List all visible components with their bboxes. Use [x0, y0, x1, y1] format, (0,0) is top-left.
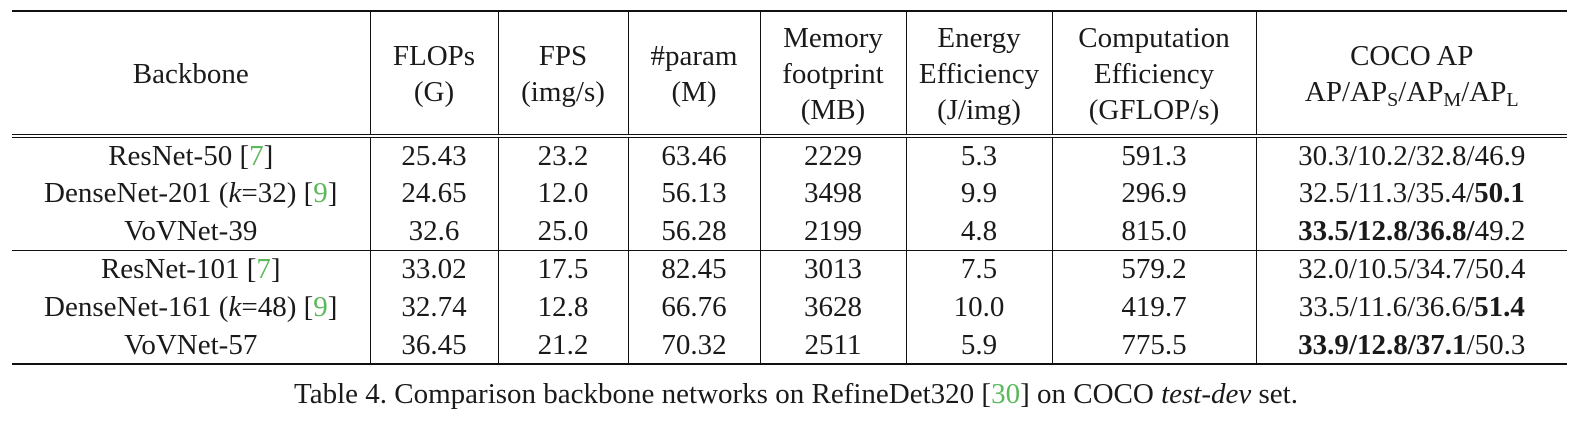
- backbone-cell: VoVNet-57: [12, 326, 370, 365]
- table-row: DenseNet-161 (k=48) [9] 32.74 12.8 66.76…: [12, 288, 1567, 326]
- header-coco-ap: COCO AP AP/APS/APM/APL: [1255, 11, 1567, 138]
- memory-cell: 3628: [759, 288, 906, 326]
- energy-cell: 4.8: [905, 212, 1052, 250]
- energy-cell: 10.0: [905, 288, 1052, 326]
- computation-cell: 591.3: [1051, 136, 1256, 174]
- header-computation: Computation Efficiency (GFLOP/s): [1051, 11, 1256, 138]
- flops-cell: 24.65: [369, 174, 498, 212]
- computation-cell: 419.7: [1051, 288, 1256, 326]
- computation-cell: 296.9: [1051, 174, 1256, 212]
- memory-cell: 2229: [759, 136, 906, 174]
- param-cell: 56.28: [627, 212, 760, 250]
- flops-cell: 33.02: [369, 249, 498, 288]
- table-row: VoVNet-57 36.45 21.2 70.32 2511 5.9 775.…: [12, 326, 1567, 365]
- table-caption: Table 4. Comparison backbone networks on…: [294, 378, 1298, 410]
- fps-cell: 25.0: [497, 212, 628, 250]
- citation-link[interactable]: 9: [313, 177, 328, 209]
- header-backbone: Backbone: [12, 11, 370, 138]
- header-fps: FPS (img/s): [497, 11, 628, 138]
- memory-cell: 3498: [759, 174, 906, 212]
- citation-link[interactable]: 9: [313, 291, 328, 323]
- coco-ap-cell: 32.5/11.3/35.4/50.1: [1255, 174, 1567, 212]
- header-param: #param (M): [627, 11, 760, 138]
- flops-cell: 32.74: [369, 288, 498, 326]
- fps-cell: 17.5: [497, 249, 628, 288]
- fps-cell: 12.8: [497, 288, 628, 326]
- param-cell: 82.45: [627, 249, 760, 288]
- energy-cell: 9.9: [905, 174, 1052, 212]
- energy-cell: 7.5: [905, 249, 1052, 288]
- param-cell: 66.76: [627, 288, 760, 326]
- fps-cell: 12.0: [497, 174, 628, 212]
- coco-ap-cell: 33.9/12.8/37.1/50.3: [1255, 326, 1567, 365]
- header-memory: Memory footprint (MB): [759, 11, 906, 138]
- coco-ap-cell: 33.5/12.8/36.8/49.2: [1255, 212, 1567, 250]
- computation-cell: 815.0: [1051, 212, 1256, 250]
- backbone-cell: ResNet-101 [7]: [12, 249, 370, 288]
- table-row: VoVNet-39 32.6 25.0 56.28 2199 4.8 815.0…: [12, 212, 1567, 250]
- coco-ap-cell: 33.5/11.6/36.6/51.4: [1255, 288, 1567, 326]
- energy-cell: 5.9: [905, 326, 1052, 365]
- table-row: DenseNet-201 (k=32) [9] 24.65 12.0 56.13…: [12, 174, 1567, 212]
- flops-cell: 32.6: [369, 212, 498, 250]
- param-cell: 63.46: [627, 136, 760, 174]
- memory-cell: 2199: [759, 212, 906, 250]
- comparison-table: Backbone FLOPs (G) FPS (img/s) #param (M) M…: [12, 10, 1567, 365]
- computation-cell: 579.2: [1051, 249, 1256, 288]
- coco-ap-cell: 30.3/10.2/32.8/46.9: [1255, 136, 1567, 174]
- table-row: ResNet-101 [7] 33.02 17.5 82.45 3013 7.5…: [12, 249, 1567, 288]
- citation-link[interactable]: 7: [249, 140, 264, 172]
- memory-cell: 3013: [759, 249, 906, 288]
- computation-cell: 775.5: [1051, 326, 1256, 365]
- backbone-cell: VoVNet-39: [124, 214, 258, 247]
- param-cell: 56.13: [627, 174, 760, 212]
- energy-cell: 5.3: [905, 136, 1052, 174]
- header-row: Backbone FLOPs (G) FPS (img/s) #param (M) M…: [12, 11, 1567, 138]
- flops-cell: 25.43: [369, 136, 498, 174]
- citation-link[interactable]: 30: [991, 378, 1021, 410]
- backbone-cell: DenseNet-161 (k=48) [9]: [44, 291, 338, 323]
- fps-cell: 21.2: [497, 326, 628, 365]
- flops-cell: 36.45: [369, 326, 498, 365]
- citation-link[interactable]: 7: [256, 253, 271, 286]
- backbone-cell: ResNet-50 [7]: [108, 140, 274, 172]
- header-energy: Energy Efficiency (J/img): [905, 11, 1052, 138]
- memory-cell: 2511: [759, 326, 906, 365]
- param-cell: 70.32: [627, 326, 760, 365]
- backbone-cell: DenseNet-201 (k=32) [9]: [44, 177, 338, 209]
- fps-cell: 23.2: [497, 136, 628, 174]
- coco-ap-cell: 32.0/10.5/34.7/50.4: [1255, 249, 1567, 288]
- header-flops: FLOPs (G): [369, 11, 498, 138]
- table-row: ResNet-50 [7] 25.43 23.2 63.46 2229 5.3 …: [12, 136, 1567, 174]
